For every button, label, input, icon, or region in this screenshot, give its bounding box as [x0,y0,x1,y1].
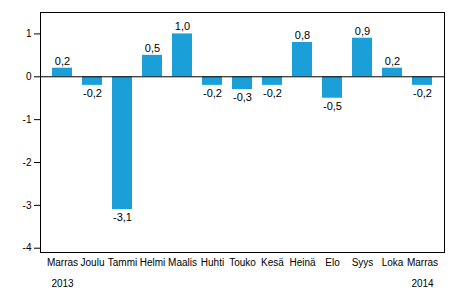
svg-text:Helmi: Helmi [140,257,166,268]
svg-text:Joulu: Joulu [81,257,105,268]
svg-text:Heinä: Heinä [289,257,316,268]
svg-text:2014: 2014 [411,278,434,289]
svg-text:0: 0 [26,71,32,82]
svg-text:-4: -4 [23,242,32,253]
svg-text:Touko: Touko [229,257,256,268]
svg-text:Marras: Marras [407,257,438,268]
svg-text:-1: -1 [23,114,32,125]
svg-text:0,8: 0,8 [295,29,310,41]
svg-text:-2: -2 [23,157,32,168]
svg-text:Huhti: Huhti [201,257,224,268]
svg-text:Marras: Marras [47,257,78,268]
svg-text:-0,2: -0,2 [203,87,222,99]
svg-text:0,9: 0,9 [355,25,370,37]
svg-text:-0,2: -0,2 [413,87,432,99]
svg-text:-0,5: -0,5 [323,100,342,112]
svg-text:-3: -3 [23,200,32,211]
svg-text:0,2: 0,2 [385,55,400,67]
svg-text:Maalis: Maalis [168,257,197,268]
svg-text:Kesä: Kesä [261,257,284,268]
svg-text:-0,2: -0,2 [263,87,282,99]
svg-text:Syys: Syys [352,257,374,268]
svg-text:Tammi: Tammi [108,257,137,268]
svg-text:0,5: 0,5 [145,42,160,54]
svg-text:-0,3: -0,3 [233,91,252,103]
svg-text:0,2: 0,2 [55,55,70,67]
svg-text:-3,1: -3,1 [113,211,132,223]
svg-text:1: 1 [26,28,32,39]
svg-text:2013: 2013 [51,278,74,289]
svg-text:-0,2: -0,2 [83,87,102,99]
svg-text:Loka: Loka [382,257,404,268]
svg-text:1,0: 1,0 [175,20,190,32]
svg-text:Elo: Elo [325,257,340,268]
